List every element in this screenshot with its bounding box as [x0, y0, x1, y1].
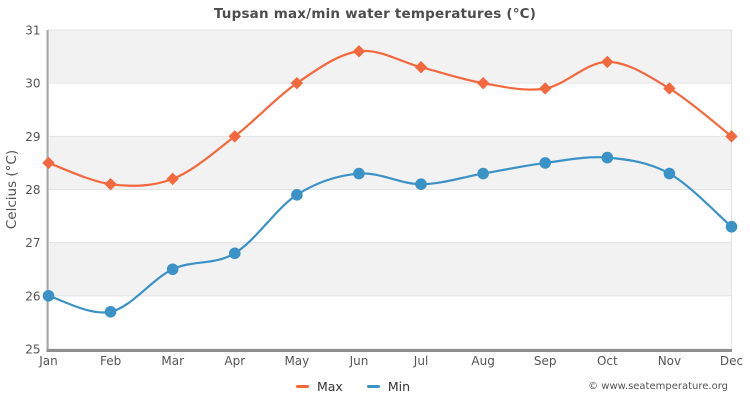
y-tick-label-29: 29 — [25, 130, 40, 144]
y-axis-title: Celcius (°C) — [4, 150, 20, 229]
plot-band — [48, 189, 732, 243]
legend-label-min: Min — [387, 379, 411, 394]
x-tick-label-jan: Jan — [38, 354, 58, 368]
min-point-sep — [539, 157, 552, 169]
y-tick-label-27: 27 — [25, 236, 40, 250]
max-point-jul — [414, 61, 428, 74]
max-point-dec — [725, 130, 738, 143]
max-point-feb — [104, 177, 117, 191]
max-point-jun — [352, 45, 366, 58]
max-point-mar — [166, 172, 179, 186]
y-tick-label-25: 25 — [25, 343, 40, 357]
min-point-jun — [353, 167, 365, 180]
x-tick-label-jul: Jul — [413, 354, 428, 368]
x-tick-label-nov: Nov — [658, 354, 681, 368]
plot-band — [48, 83, 732, 137]
legend-item-max: Max — [295, 379, 343, 394]
min-series-dash-icon — [366, 385, 380, 388]
copyright: © www.seatemperature.org — [588, 381, 728, 392]
max-point-may — [290, 76, 304, 90]
min-point-dec — [725, 220, 738, 233]
max-point-nov — [663, 82, 676, 95]
x-tick-label-jun: Jun — [349, 354, 369, 368]
legend-label-max: Max — [316, 379, 343, 394]
chart-title: Tupsan max/min water temperatures (°C) — [213, 6, 537, 22]
min-point-may — [291, 189, 303, 201]
max-point-sep — [539, 82, 552, 95]
min-point-jan — [42, 290, 55, 302]
min-point-aug — [477, 167, 489, 180]
x-tick-label-apr: Apr — [224, 354, 245, 368]
max-point-aug — [476, 76, 490, 90]
plot-band — [48, 136, 732, 190]
min-series-line — [48, 156, 733, 314]
y-tick-label-31: 31 — [25, 24, 40, 38]
min-point-jul — [415, 178, 427, 190]
min-point-mar — [166, 263, 179, 276]
y-tick-label-30: 30 — [25, 77, 40, 91]
x-tick-label-mar: Mar — [161, 354, 184, 368]
legend-item-min: Min — [366, 379, 411, 394]
legend: Max Min — [0, 379, 706, 394]
y-tick-label-26: 26 — [25, 289, 40, 303]
plot-band — [48, 242, 732, 296]
min-point-oct — [601, 151, 614, 164]
min-point-nov — [663, 167, 676, 180]
plot-band — [48, 295, 732, 349]
max-point-jan — [42, 156, 55, 170]
x-tick-label-sep: Sep — [534, 354, 557, 368]
y-tick-label-28: 28 — [25, 183, 40, 197]
min-point-apr — [228, 247, 241, 260]
x-tick-label-oct: Oct — [597, 354, 618, 368]
x-tick-label-aug: Aug — [471, 354, 494, 368]
x-tick-label-may: May — [284, 354, 309, 368]
x-tick-label-feb: Feb — [100, 354, 121, 368]
max-point-apr — [228, 130, 241, 143]
max-point-oct — [601, 55, 614, 69]
x-tick-label-dec: Dec — [720, 354, 743, 368]
min-point-feb — [104, 305, 117, 318]
max-series-dash-icon — [295, 385, 309, 388]
